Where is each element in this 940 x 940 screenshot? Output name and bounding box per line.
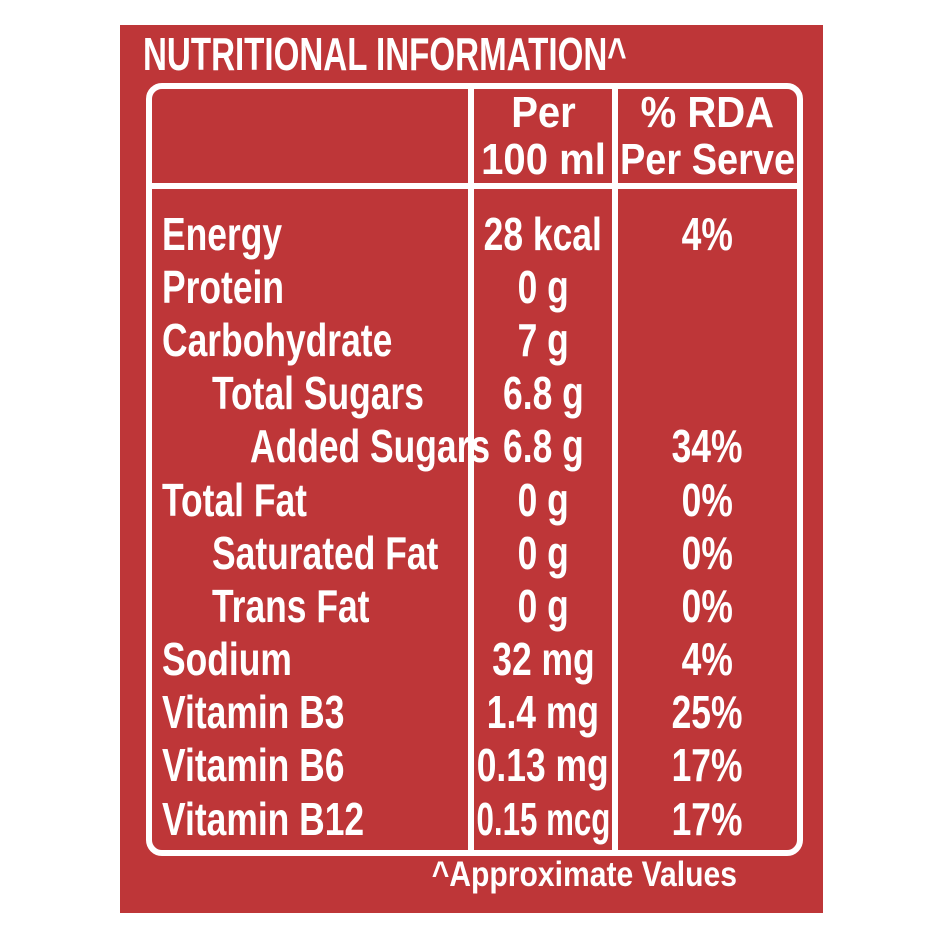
per-100ml-value: 6.8 g xyxy=(502,420,584,473)
per-100ml-value: 32 mg xyxy=(491,633,595,686)
approximate-values-footnote: ^Approximate Values xyxy=(382,857,737,892)
per-100ml-value: 0.15 mcg xyxy=(476,792,610,845)
header-rda-line1: % RDA xyxy=(640,88,775,137)
per-100ml-cell: 28 kcal xyxy=(468,207,612,261)
nutrient-name: Vitamin B6 xyxy=(162,739,345,792)
header-per-line2: 100 ml xyxy=(480,135,606,184)
rda-per-serve-cell: 0% xyxy=(612,526,797,580)
nutrient-name-cell: Total Sugars xyxy=(152,367,468,420)
table-header-rda-per-serve: % RDA Per Serve xyxy=(612,89,797,189)
rda-per-serve-cell: 17% xyxy=(612,738,797,793)
nutrient-name: Added Sugars xyxy=(250,420,491,473)
per-100ml-cell: 7 g xyxy=(468,313,612,367)
nutrient-name: Vitamin B12 xyxy=(162,792,365,845)
nutrient-name: Protein xyxy=(162,260,285,313)
header-rda-line2: Per Serve xyxy=(619,135,796,184)
per-100ml-cell: 0 g xyxy=(468,472,612,527)
per-100ml-value: 0 g xyxy=(517,473,569,526)
rda-per-serve-value: 0% xyxy=(681,579,734,632)
table-spacer xyxy=(612,845,797,850)
rda-per-serve-value: 17% xyxy=(672,739,743,792)
nutrient-name-cell: Saturated Fat xyxy=(152,526,468,579)
per-100ml-value: 0 g xyxy=(517,526,569,579)
nutrient-name-cell: Trans Fat xyxy=(152,579,468,632)
per-100ml-cell: 0.13 mg xyxy=(468,738,612,793)
table-spacer xyxy=(468,845,612,850)
per-100ml-value: 0.13 mg xyxy=(477,739,609,792)
per-100ml-cell: 0.15 mcg xyxy=(468,792,612,846)
nutrient-name: Saturated Fat xyxy=(212,526,439,579)
rda-per-serve-cell: 0% xyxy=(612,472,797,527)
rda-per-serve-cell: 4% xyxy=(612,207,797,261)
nutrient-name-cell: Total Fat xyxy=(152,473,468,526)
nutrient-name: Trans Fat xyxy=(212,579,370,632)
per-100ml-cell: 6.8 g xyxy=(468,366,612,420)
per-100ml-cell: 0 g xyxy=(468,579,612,633)
table-header-blank xyxy=(152,89,468,189)
label-title-text: NUTRITIONAL INFORMATION^ xyxy=(143,28,627,80)
nutrient-name-cell: Vitamin B3 xyxy=(152,686,468,739)
nutrient-name: Vitamin B3 xyxy=(162,686,345,739)
rda-per-serve-value: 0% xyxy=(681,526,734,579)
nutrition-label: NUTRITIONAL INFORMATION^ Per 100 ml % RD… xyxy=(120,25,823,913)
rda-per-serve-cell xyxy=(612,313,797,367)
header-per-line1: Per xyxy=(510,88,576,137)
rda-per-serve-cell: 17% xyxy=(612,792,797,846)
rda-per-serve-cell: 0% xyxy=(612,579,797,633)
per-100ml-cell: 6.8 g xyxy=(468,419,612,473)
per-100ml-cell: 32 mg xyxy=(468,632,612,686)
nutrient-name-cell: Protein xyxy=(152,260,468,313)
per-100ml-value: 0 g xyxy=(517,260,569,313)
table-spacer xyxy=(612,189,797,207)
rda-per-serve-value: 4% xyxy=(681,633,734,686)
nutrient-name: Energy xyxy=(162,207,283,260)
rda-per-serve-cell: 34% xyxy=(612,419,797,473)
nutrient-name: Carbohydrate xyxy=(162,313,393,366)
rda-per-serve-value: 25% xyxy=(672,686,743,739)
rda-per-serve-cell xyxy=(612,366,797,420)
table-header-per-100ml: Per 100 ml xyxy=(468,89,612,189)
per-100ml-value: 1.4 mg xyxy=(486,686,600,739)
nutrition-table: Per 100 ml % RDA Per Serve Energy 28 kcal… xyxy=(146,83,803,856)
nutrient-name-cell: Energy xyxy=(152,207,468,260)
rda-per-serve-cell: 25% xyxy=(612,685,797,739)
table-spacer xyxy=(468,189,612,207)
table-spacer xyxy=(152,845,468,850)
nutrient-name-cell: Vitamin B12 xyxy=(152,792,468,845)
rda-per-serve-cell: 4% xyxy=(612,632,797,686)
rda-per-serve-value: 17% xyxy=(672,792,743,845)
per-100ml-cell: 0 g xyxy=(468,526,612,580)
per-100ml-value: 7 g xyxy=(517,313,569,366)
nutrient-name-cell: Sodium xyxy=(152,633,468,686)
label-title: NUTRITIONAL INFORMATION^ xyxy=(143,31,815,77)
nutrient-name-cell: Carbohydrate xyxy=(152,313,468,366)
nutrient-name-cell: Added Sugars xyxy=(152,420,490,473)
nutrient-name: Total Fat xyxy=(162,473,307,526)
per-100ml-value: 28 kcal xyxy=(483,207,603,260)
per-100ml-value: 0 g xyxy=(517,579,569,632)
rda-per-serve-value: 4% xyxy=(681,207,734,260)
rda-per-serve-cell xyxy=(612,260,797,314)
footnote-text: ^Approximate Values xyxy=(431,855,737,894)
rda-per-serve-value: 34% xyxy=(672,420,743,473)
per-100ml-value: 6.8 g xyxy=(502,367,584,420)
nutrient-name: Sodium xyxy=(162,633,292,686)
nutrient-name: Total Sugars xyxy=(212,367,424,420)
per-100ml-cell: 1.4 mg xyxy=(468,685,612,739)
table-spacer xyxy=(152,189,468,207)
rda-per-serve-value: 0% xyxy=(681,473,734,526)
per-100ml-cell: 0 g xyxy=(468,260,612,314)
nutrient-name-cell: Vitamin B6 xyxy=(152,739,468,792)
